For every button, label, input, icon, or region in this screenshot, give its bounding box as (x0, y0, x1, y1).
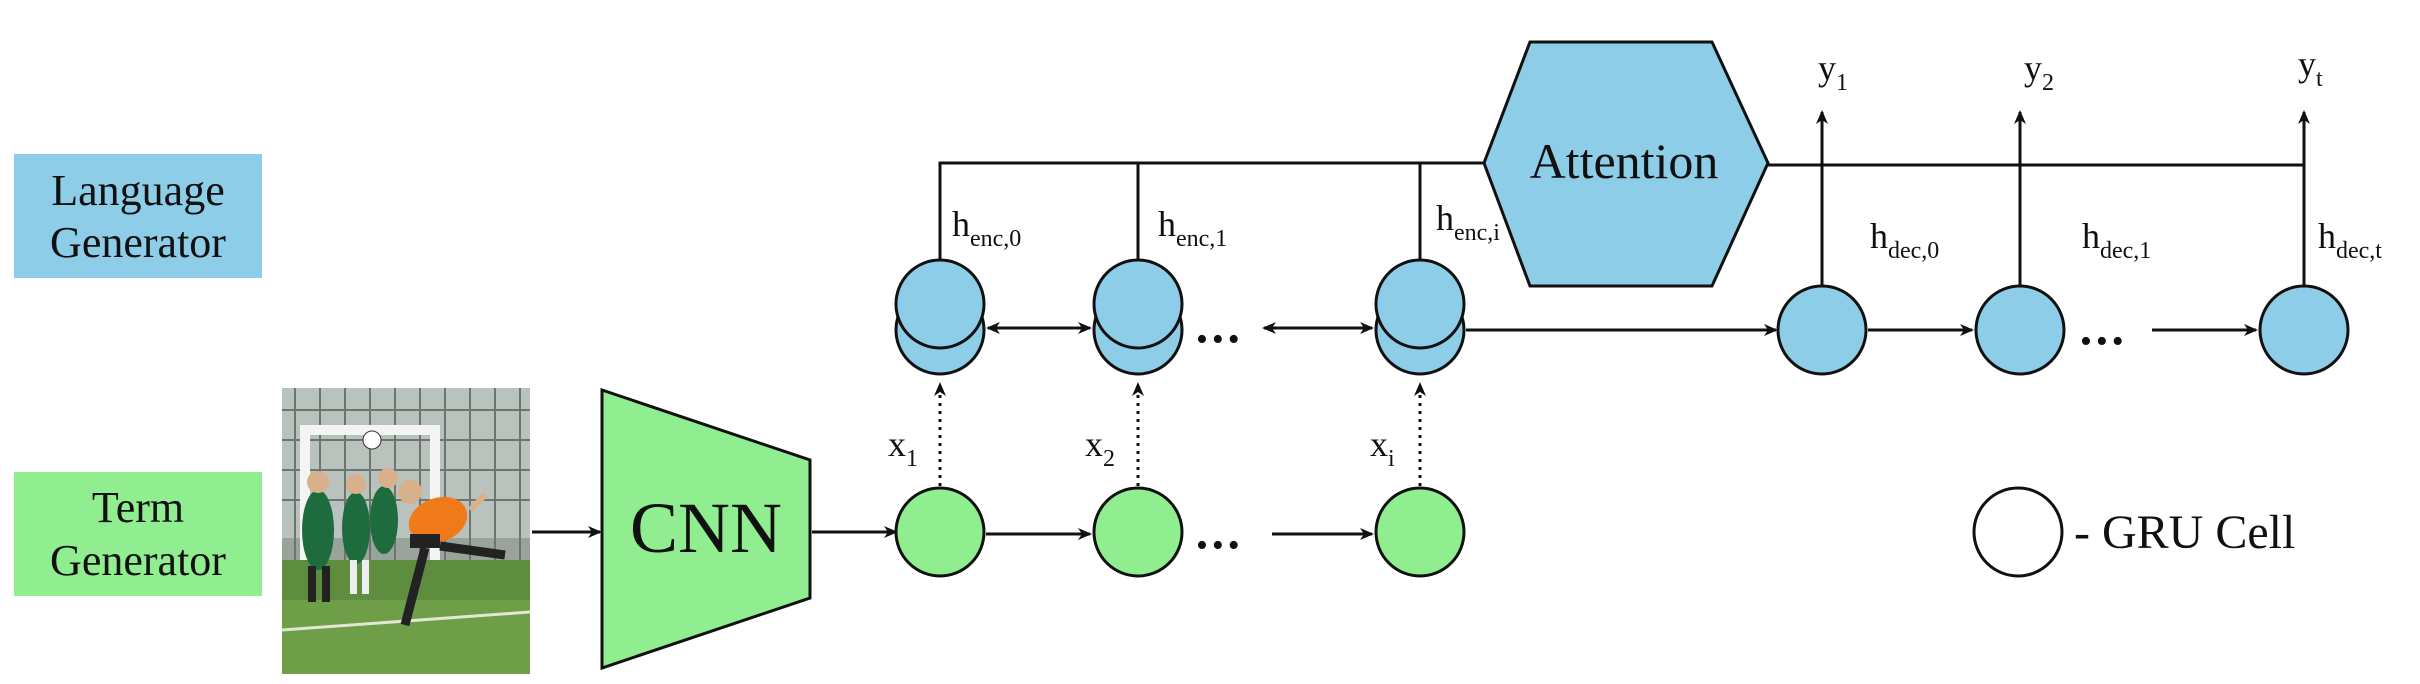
encoder-to-attention-line (938, 161, 1484, 260)
language-generator-box (14, 154, 262, 278)
legend-gru-cell-label: - GRU Cell (2074, 506, 2295, 559)
dec-state-0: hdec,0 (1870, 216, 1939, 264)
dec-state-1: hdec,1 (2082, 216, 2151, 264)
encoder-cell-0 (894, 258, 986, 376)
dec-state-t: hdec,t (2318, 216, 2382, 264)
term-cell-1 (894, 486, 986, 578)
term-generator-box (14, 472, 262, 596)
attention-label: Attention (1530, 133, 1719, 189)
enc-state-1: henc,1 (1158, 204, 1227, 252)
language-generator-label-line1: Language (51, 166, 224, 215)
output-y1: y1 (1818, 48, 1848, 96)
cnn-label: CNN (630, 488, 782, 568)
legend-gru-cell-icon (1972, 486, 2064, 578)
term-cell-2 (1092, 486, 1184, 578)
term-cell-i (1374, 486, 1466, 578)
term-generator-label-line1: Term (92, 483, 184, 532)
output-yt: yt (2298, 44, 2323, 92)
term-ellipsis: ••• (1196, 527, 1244, 564)
cnn-block (600, 387, 812, 671)
enc-state-0: henc,0 (952, 204, 1021, 252)
input-xi: xi (1370, 424, 1395, 472)
encoder-cell-i (1374, 258, 1466, 376)
decoder-cell-t (2258, 284, 2350, 376)
input-x2: x2 (1085, 424, 1115, 472)
decoder-cell-0 (1776, 284, 1868, 376)
soccer-photo (281, 388, 531, 674)
input-x1: x1 (888, 424, 918, 472)
term-generator-label-line2: Generator (50, 536, 226, 585)
decoder-ellipsis: ••• (2080, 323, 2128, 360)
encoder-cell-1 (1092, 258, 1184, 376)
encoder-ellipsis: ••• (1196, 321, 1244, 358)
output-y2: y2 (2024, 48, 2054, 96)
decoder-cell-1 (1974, 284, 2066, 376)
enc-state-i: henc,i (1436, 198, 1500, 246)
language-generator-label-line2: Generator (50, 218, 226, 267)
attention-block (1482, 40, 1770, 288)
